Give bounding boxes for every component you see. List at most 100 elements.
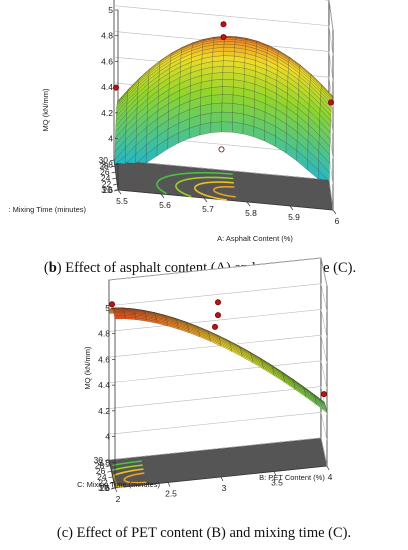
y-tick [106, 465, 111, 467]
surface-cell [222, 86, 234, 96]
back-wall [108, 257, 322, 461]
design-point [211, 323, 218, 330]
z-gridline [113, 31, 334, 82]
y-tick [109, 482, 114, 484]
design-point [220, 21, 227, 28]
y-tick-label: 22 [98, 477, 108, 487]
surface-cell [223, 55, 235, 62]
x-tick [167, 482, 171, 487]
z-tick-label: 4.8 [101, 31, 113, 41]
x-tick-label: 3 [222, 483, 227, 493]
z-gridline [108, 283, 328, 312]
x-tick [160, 193, 165, 199]
design-point [214, 312, 221, 319]
floor-contour [212, 185, 236, 198]
x-tick-label: 6 [335, 216, 340, 226]
y-tick [104, 459, 110, 462]
x-tick-label: 4 [328, 472, 333, 482]
design-point [220, 34, 227, 41]
z-tick-label: 4 [108, 134, 113, 144]
surface-cell [315, 402, 328, 414]
floor-contour [112, 460, 142, 467]
design-point [327, 99, 334, 106]
surface-cell [210, 102, 223, 114]
design-point [218, 146, 225, 153]
z-tick-label: 3.8 [98, 457, 110, 467]
surface-cell [211, 79, 223, 88]
z-axis-label: MQ (kN/mm) [41, 88, 50, 131]
surface-cell [223, 51, 235, 57]
z-tick-label: 3.6 [101, 185, 113, 195]
z-tick-label: 4 [105, 432, 110, 442]
floor-contour [112, 464, 143, 471]
x-tick-label: 5.5 [116, 196, 128, 206]
floor-contour [123, 472, 147, 484]
y-tick-label: 20 [100, 483, 110, 493]
surface-cell [222, 72, 234, 80]
x-tick-label: 2 [116, 494, 121, 504]
y-axis-label: : Mixing Time (minutes) [8, 205, 86, 214]
y-tick [110, 487, 116, 490]
x-tick-label: 5.7 [202, 204, 214, 214]
y-tick [109, 159, 115, 162]
z-tick-label: 5 [105, 303, 110, 313]
surface-cell [222, 60, 235, 67]
surface-cell [221, 94, 234, 104]
surface-cell [221, 121, 233, 133]
x-tick [117, 189, 122, 195]
surface-cell [222, 66, 235, 74]
x-tick [114, 487, 118, 493]
surface-cell [211, 86, 223, 96]
caption-c: (c) Effect of PET content (B) and mixing… [57, 525, 351, 541]
x-tick-label: 2.5 [165, 489, 177, 499]
x-tick-label: 3.5 [271, 478, 283, 488]
z-tick-label: 3.6 [98, 483, 110, 493]
z-gridline [113, 5, 334, 56]
x-tick [220, 476, 224, 482]
floor-contour [175, 176, 234, 198]
z-tick-label: 4.2 [98, 406, 110, 416]
surface-cell [321, 84, 334, 98]
surface-cell [211, 66, 224, 74]
surface-chart-c: 3.6 3.8 4 4.2 4.4 4.6 4.8 5 2 2.5 3 3.5 4 20222426283… [57, 257, 351, 541]
x-tick [332, 209, 337, 215]
y-tick-label: 24 [101, 173, 111, 183]
y-tick [111, 171, 116, 174]
surface-cell [225, 36, 237, 38]
z-tick-label: 3.8 [101, 159, 113, 169]
x-tick [246, 201, 251, 207]
z-gridline [108, 411, 328, 441]
y-tick [113, 189, 119, 192]
y-tick-label: 26 [96, 466, 106, 476]
x-tick-label: 5.8 [245, 208, 257, 218]
surface-cell [114, 316, 126, 320]
z-tick-label: 4.2 [101, 108, 113, 118]
x-axis-label: B: PET Content (%) [259, 473, 325, 482]
surface-cell [210, 111, 223, 123]
surface-cell [221, 102, 234, 113]
surface-cell [223, 43, 236, 48]
y-tick [113, 183, 118, 186]
surface-cell [232, 121, 244, 135]
x-tick [326, 465, 330, 471]
z-tick-label: 4.4 [98, 380, 110, 390]
y-tick [110, 165, 115, 168]
z-tick-label: 4.8 [98, 329, 110, 339]
z-tick-label: 4.4 [101, 82, 113, 92]
design-point [113, 84, 120, 91]
surface-cell [232, 103, 244, 115]
surface-cell [212, 60, 224, 68]
z-tick-label: 5 [108, 5, 113, 15]
y-tick-label: 28 [95, 461, 105, 471]
z-gridline [108, 257, 328, 287]
y-tick [112, 177, 117, 180]
z-gridline [108, 334, 328, 364]
surface-cell [232, 112, 244, 124]
surface-cell [211, 72, 224, 81]
surface-cell [223, 47, 235, 52]
design-point [109, 301, 116, 308]
z-gridline [108, 360, 328, 389]
floor-contour [113, 468, 144, 488]
x-tick-label: 5.9 [288, 212, 300, 222]
